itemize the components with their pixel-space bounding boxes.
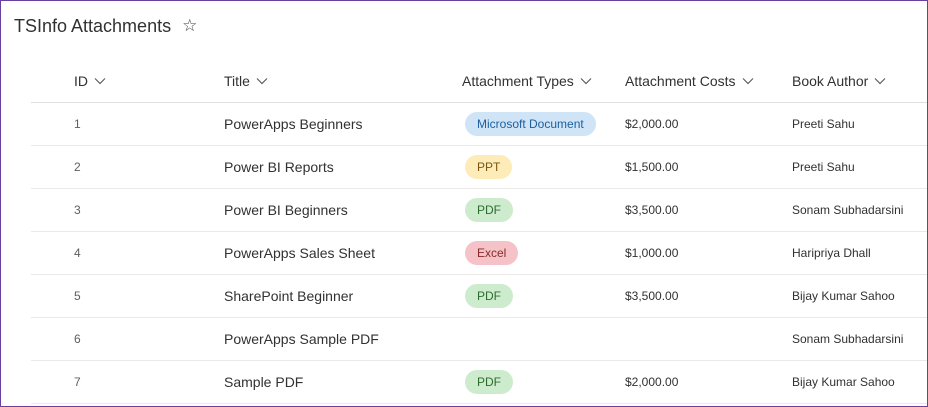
table-row[interactable]: 7 Sample PDF PDF $2,000.00 Bijay Kumar Sahoo: [31, 361, 927, 404]
cell-attachment-type: PDF: [465, 361, 513, 403]
cell-title: Sample PDF: [224, 374, 304, 390]
cell-attachment-cost: $2,000.00: [625, 375, 679, 389]
list-header: TSInfo Attachments ☆: [14, 14, 197, 38]
cell-book-author: Sonam Subhadarsini: [792, 203, 904, 217]
cell-book-author: Bijay Kumar Sahoo: [792, 375, 895, 389]
cell-id: 7: [74, 375, 81, 389]
cell-title: Power BI Beginners: [224, 202, 348, 218]
cell-id: 4: [74, 246, 81, 260]
cell-attachment-type: Excel: [465, 232, 519, 274]
cell-title: PowerApps Sample PDF: [224, 331, 379, 347]
attachment-type-badge: Microsoft Document: [465, 112, 596, 136]
chevron-down-icon: [94, 78, 106, 85]
attachment-type-badge: PDF: [465, 198, 513, 222]
column-header-book-author[interactable]: Book Author: [792, 60, 886, 102]
cell-id: 1: [74, 117, 81, 131]
cell-book-author: Sonam Subhadarsini: [792, 332, 904, 346]
table-row[interactable]: 3 Power BI Beginners PDF $3,500.00 Sonam Sub…: [31, 189, 927, 232]
cell-title: PowerApps Sales Sheet: [224, 245, 375, 261]
attachment-type-badge: PDF: [465, 284, 513, 308]
column-header-id[interactable]: ID: [74, 60, 106, 102]
attachment-type-badge: PPT: [465, 155, 513, 179]
cell-attachment-cost: $3,500.00: [625, 203, 679, 217]
cell-title: Power BI Reports: [224, 159, 334, 175]
star-icon[interactable]: ☆: [182, 16, 198, 35]
column-headers: ID Title Attachment Types Attachment Costs B…: [31, 60, 927, 103]
column-header-label: Book Author: [792, 73, 869, 89]
cell-attachment-type: Microsoft Document: [465, 103, 596, 145]
column-header-label: Title: [224, 73, 250, 89]
cell-attachment-type: PDF: [465, 189, 513, 231]
cell-attachment-type: PDF: [465, 275, 513, 317]
column-header-attachment-types[interactable]: Attachment Types: [462, 60, 592, 102]
attachment-type-badge: PDF: [465, 370, 513, 394]
column-header-label: Attachment Types: [462, 73, 574, 89]
cell-attachment-cost: $3,500.00: [625, 289, 679, 303]
cell-book-author: Preeti Sahu: [792, 117, 855, 131]
cell-title: SharePoint Beginner: [224, 288, 354, 304]
chevron-down-icon: [256, 78, 268, 85]
cell-id: 5: [74, 289, 81, 303]
cell-attachment-cost: $1,000.00: [625, 246, 679, 260]
cell-attachment-type: PPT: [465, 146, 513, 188]
cell-attachment-cost: $2,000.00: [625, 117, 679, 131]
cell-id: 6: [74, 332, 81, 346]
table-row[interactable]: 1 PowerApps Beginners Microsoft Document $2…: [31, 103, 927, 146]
column-header-label: Attachment Costs: [625, 73, 736, 89]
cell-book-author: Preeti Sahu: [792, 160, 855, 174]
chevron-down-icon: [580, 78, 592, 85]
cell-id: 2: [74, 160, 81, 174]
table-row[interactable]: 6 PowerApps Sample PDF Sonam Subhadarsini: [31, 318, 927, 361]
page-title: TSInfo Attachments: [14, 15, 172, 36]
column-header-label: ID: [74, 73, 88, 89]
cell-book-author: Haripriya Dhall: [792, 246, 871, 260]
cell-attachment-cost: $1,500.00: [625, 160, 679, 174]
table-row[interactable]: 2 Power BI Reports PPT $1,500.00 Preeti Sahu: [31, 146, 927, 189]
table-row[interactable]: 4 PowerApps Sales Sheet Excel $1,000.00 Hari…: [31, 232, 927, 275]
table-row[interactable]: 5 SharePoint Beginner PDF $3,500.00 Bijay Ku…: [31, 275, 927, 318]
cell-title: PowerApps Beginners: [224, 116, 363, 132]
chevron-down-icon: [742, 78, 753, 85]
cell-id: 3: [74, 203, 81, 217]
column-header-title[interactable]: Title: [224, 60, 268, 102]
attachment-type-badge: Excel: [465, 241, 519, 265]
column-header-attachment-costs[interactable]: Attachment Costs: [625, 60, 754, 102]
cell-book-author: Bijay Kumar Sahoo: [792, 289, 895, 303]
chevron-down-icon: [874, 78, 886, 85]
